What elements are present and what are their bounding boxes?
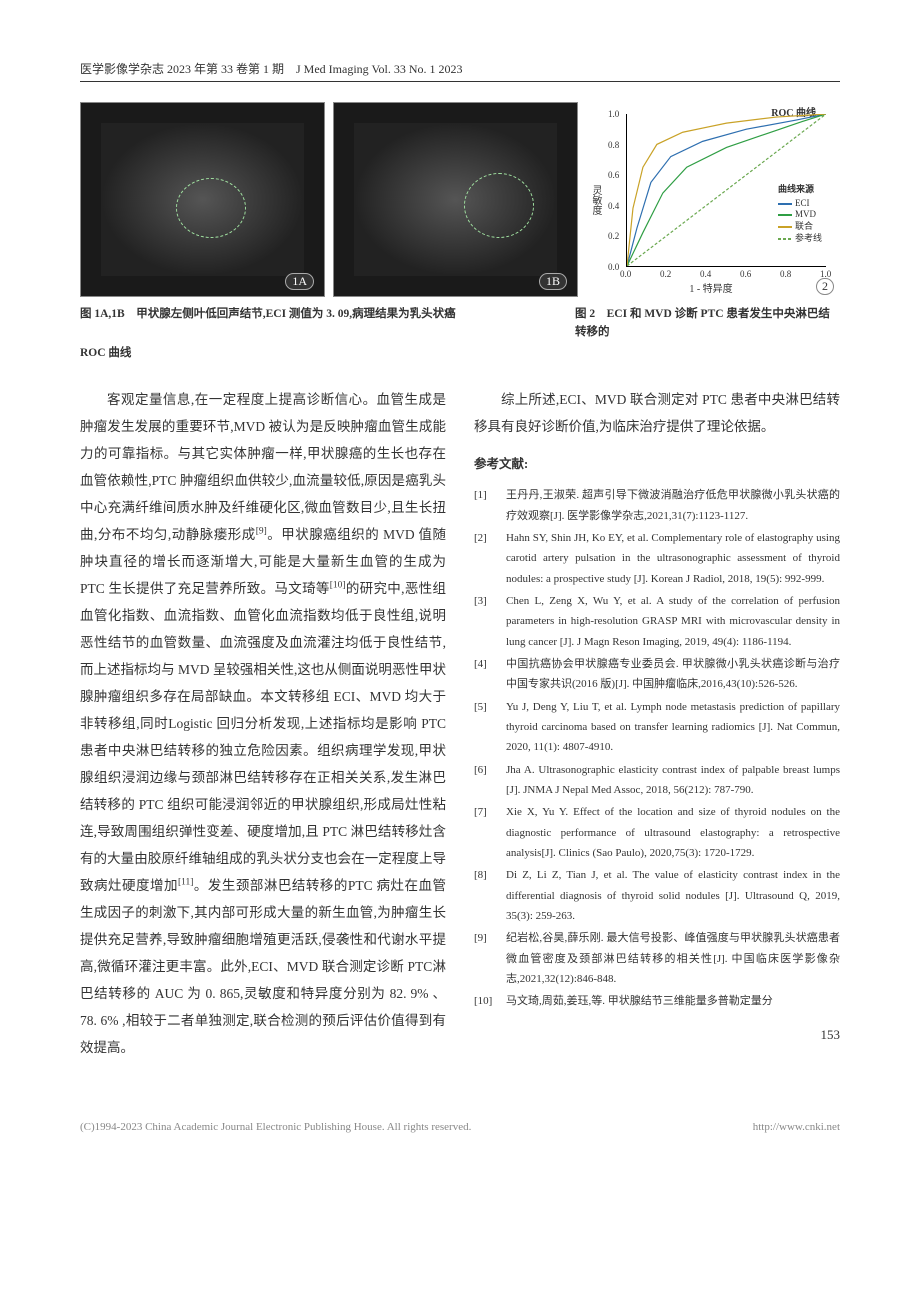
reference-number: [4] (474, 654, 506, 695)
reference-item: [2]Hahn SY, Shin JH, Ko EY, et al. Compl… (474, 528, 840, 589)
roc-plot-area: 曲线来源 ECIMVD联合参考线 (626, 114, 826, 267)
figure-row: 1A 1B ROC 曲线 灵敏度 1 - 特异度 曲线来源 ECIMVD联合参考… (80, 102, 840, 297)
left-column: 客观定量信息,在一定程度上提高诊断信心。血管生成是肿瘤发生发展的重要环节,MVD… (80, 386, 446, 1061)
reference-text: 马文琦,周茹,姜珏,等. 甲状腺结节三维能量多普勒定量分 (506, 991, 840, 1011)
roc-legend-title: 曲线来源 (778, 184, 822, 196)
right-column: 综上所述,ECI、MVD 联合测定对 PTC 患者中央淋巴结转移具有良好诊断价值… (474, 386, 840, 1061)
roc-legend-item: 联合 (778, 221, 822, 233)
figure-caption-row-2: ROC 曲线 (80, 344, 840, 362)
reference-number: [6] (474, 760, 506, 801)
journal-header: 医学影像学杂志 2023 年第 33 卷第 1 期 J Med Imaging … (80, 60, 840, 82)
roc-ylabel: 灵敏度 (588, 185, 603, 215)
figure-1a-roi (176, 178, 246, 238)
reference-text: Chen L, Zeng X, Wu Y, et al. A study of … (506, 591, 840, 652)
figure-1b-roi (464, 173, 534, 238)
figure-2-roc-chart: ROC 曲线 灵敏度 1 - 特异度 曲线来源 ECIMVD联合参考线 0.00… (586, 102, 836, 297)
reference-text: Jha A. Ultrasonographic elasticity contr… (506, 760, 840, 801)
reference-number: [8] (474, 865, 506, 926)
figure-1-caption: 图 1A,1B 甲状腺左侧叶低回声结节,ECI 测值为 3. 09,病理结果为乳… (80, 308, 456, 320)
body-paragraph-left: 客观定量信息,在一定程度上提高诊断信心。血管生成是肿瘤发生发展的重要环节,MVD… (80, 386, 446, 1061)
reference-text: 纪岩松,谷昊,薛乐刚. 最大信号投影、峰值强度与甲状腺乳头状癌患者微血管密度及颈… (506, 928, 840, 989)
figure-1a-ultrasound: 1A (80, 102, 325, 297)
figure-2-number: 2 (816, 278, 834, 295)
text-columns: 客观定量信息,在一定程度上提高诊断信心。血管生成是肿瘤发生发展的重要环节,MVD… (80, 386, 840, 1061)
page-number: 153 (474, 1022, 840, 1048)
reference-number: [9] (474, 928, 506, 989)
roc-legend-item: 参考线 (778, 233, 822, 245)
reference-text: Hahn SY, Shin JH, Ko EY, et al. Compleme… (506, 528, 840, 589)
reference-number: [2] (474, 528, 506, 589)
reference-item: [7]Xie X, Yu Y. Effect of the location a… (474, 802, 840, 863)
reference-number: [10] (474, 991, 506, 1011)
reference-item: [8]Di Z, Li Z, Tian J, et al. The value … (474, 865, 840, 926)
reference-text: Xie X, Yu Y. Effect of the location and … (506, 802, 840, 863)
footer-copyright: (C)1994-2023 China Academic Journal Elec… (80, 1121, 471, 1133)
reference-number: [1] (474, 485, 506, 526)
reference-number: [3] (474, 591, 506, 652)
reference-item: [6]Jha A. Ultrasonographic elasticity co… (474, 760, 840, 801)
figure-1a-label: 1A (285, 273, 314, 290)
figure-1b-ultrasound: 1B (333, 102, 578, 297)
reference-item: [1]王丹丹,王淑荣. 超声引导下微波消融治疗低危甲状腺微小乳头状癌的疗效观察[… (474, 485, 840, 526)
reference-number: [5] (474, 697, 506, 758)
reference-item: [5]Yu J, Deng Y, Liu T, et al. Lymph nod… (474, 697, 840, 758)
figure-1b-label: 1B (539, 273, 567, 290)
figure-caption-row: 图 1A,1B 甲状腺左侧叶低回声结节,ECI 测值为 3. 09,病理结果为乳… (80, 305, 840, 342)
reference-item: [10]马文琦,周茹,姜珏,等. 甲状腺结节三维能量多普勒定量分 (474, 991, 840, 1011)
reference-text: 中国抗癌协会甲状腺癌专业委员会. 甲状腺微小乳头状癌诊断与治疗中国专家共识(20… (506, 654, 840, 695)
footer-url: http://www.cnki.net (753, 1121, 840, 1133)
figure-2-caption-b: ROC 曲线 (80, 347, 131, 359)
references-heading: 参考文献: (474, 452, 840, 477)
reference-item: [9]纪岩松,谷昊,薛乐刚. 最大信号投影、峰值强度与甲状腺乳头状癌患者微血管密… (474, 928, 840, 989)
reference-item: [3]Chen L, Zeng X, Wu Y, et al. A study … (474, 591, 840, 652)
figure-2-caption-a: 图 2 ECI 和 MVD 诊断 PTC 患者发生中央淋巴结转移的 (575, 308, 830, 338)
reference-text: 王丹丹,王淑荣. 超声引导下微波消融治疗低危甲状腺微小乳头状癌的疗效观察[J].… (506, 485, 840, 526)
copyright-footer: (C)1994-2023 China Academic Journal Elec… (0, 1101, 920, 1153)
reference-item: [4]中国抗癌协会甲状腺癌专业委员会. 甲状腺微小乳头状癌诊断与治疗中国专家共识… (474, 654, 840, 695)
roc-legend: 曲线来源 ECIMVD联合参考线 (778, 184, 822, 244)
roc-legend-item: MVD (778, 209, 822, 221)
body-paragraph-right: 综上所述,ECI、MVD 联合测定对 PTC 患者中央淋巴结转移具有良好诊断价值… (474, 386, 840, 440)
reference-number: [7] (474, 802, 506, 863)
reference-text: Di Z, Li Z, Tian J, et al. The value of … (506, 865, 840, 926)
roc-legend-item: ECI (778, 198, 822, 210)
roc-xlabel: 1 - 特异度 (689, 280, 732, 295)
references-list: [1]王丹丹,王淑荣. 超声引导下微波消融治疗低危甲状腺微小乳头状癌的疗效观察[… (474, 485, 840, 1012)
reference-text: Yu J, Deng Y, Liu T, et al. Lymph node m… (506, 697, 840, 758)
